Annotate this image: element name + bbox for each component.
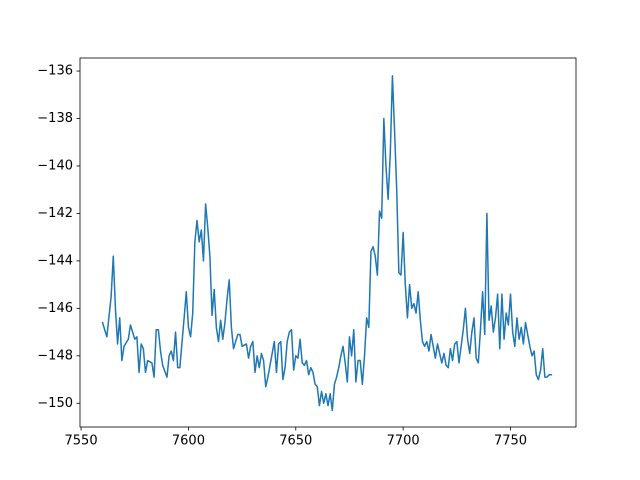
y-tick-label: −142 <box>37 206 73 221</box>
x-tick-label: 7750 <box>494 434 527 449</box>
y-tick-label: −140 <box>37 158 73 173</box>
y-tick-label: −144 <box>37 253 73 268</box>
y-tick-label: −136 <box>37 64 73 79</box>
x-tick-label: 7600 <box>172 434 205 449</box>
plot-frame <box>79 57 577 428</box>
y-tick-label: −150 <box>37 396 73 411</box>
y-tick-label: −138 <box>37 111 73 126</box>
y-tick-label: −146 <box>37 301 73 316</box>
data-line <box>101 75 553 412</box>
y-tick-label: −148 <box>37 348 73 363</box>
x-tick-label: 7700 <box>387 434 420 449</box>
x-tick-label: 7650 <box>279 434 312 449</box>
x-tick-label: 7550 <box>65 434 98 449</box>
